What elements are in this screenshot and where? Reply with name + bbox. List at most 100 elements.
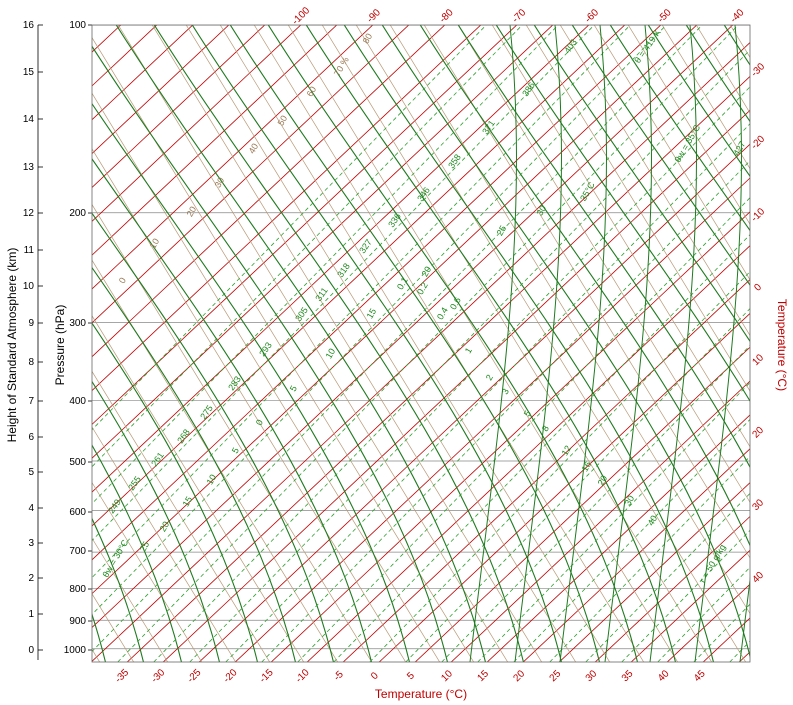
dry-adiabat-line bbox=[151, 25, 543, 662]
isotherm-label: 70 % bbox=[332, 55, 351, 78]
isotherm-line bbox=[126, 75, 750, 662]
dry-adiabat-line bbox=[423, 25, 750, 559]
isotherm-line bbox=[92, 25, 374, 290]
moist-adiabat-curve bbox=[92, 322, 258, 662]
dry-adiabat-line bbox=[92, 259, 339, 662]
isotherm-line bbox=[92, 25, 698, 595]
top-right-line-label: θw = 35°C bbox=[673, 122, 703, 164]
moist-adiabat-curve bbox=[92, 45, 448, 662]
saturation-curve bbox=[649, 25, 697, 662]
mixing-ratio-label: 16 bbox=[580, 460, 594, 474]
top-temperature-tick-label: -70 bbox=[510, 7, 528, 25]
dry-adiabat-label: 268 bbox=[175, 427, 192, 445]
isotherm-line bbox=[198, 143, 750, 662]
mixing-ratio-label: 2 bbox=[484, 373, 495, 382]
right-temperature-tick-label: 20 bbox=[750, 425, 766, 441]
right-temperature-tick-label: 40 bbox=[750, 570, 766, 586]
moist-adiabat-curve bbox=[92, 266, 296, 662]
mixing-ratio-label: 0.1 bbox=[395, 276, 410, 292]
moist-adiabat-curve bbox=[115, 25, 486, 662]
top-temperature-tick-label: -90 bbox=[365, 7, 383, 25]
bottom-temperature-tick-label: 25 bbox=[548, 668, 564, 684]
mixing-ratio-label: 12 bbox=[560, 444, 574, 458]
height-tick-label: 12 bbox=[23, 208, 35, 219]
bottom-temperature-tick-label: 45 bbox=[692, 668, 708, 684]
right-temperature-tick-label: -20 bbox=[749, 133, 767, 151]
mixing-ratio-label: 30 bbox=[623, 494, 637, 508]
height-tick-label: 4 bbox=[28, 503, 34, 514]
dry-adiabat-line bbox=[559, 25, 750, 337]
isotherm-line bbox=[92, 25, 518, 425]
mixing-ratio-line bbox=[92, 25, 703, 653]
dry-adiabat-line bbox=[92, 92, 441, 662]
pressure-tick-label: 900 bbox=[69, 616, 86, 627]
dry-adiabat-line bbox=[321, 25, 713, 662]
moist-adiabat-label: 5 bbox=[288, 384, 299, 393]
isotherm-line bbox=[92, 25, 302, 222]
pressure-tick-label: 100 bbox=[69, 20, 86, 31]
mixing-ratio-line bbox=[92, 25, 667, 616]
right-temperature-tick-label: 30 bbox=[750, 497, 766, 513]
dry-adiabat-line bbox=[92, 37, 475, 662]
pressure-tick-label: 300 bbox=[69, 318, 86, 329]
mixing-ratio-label: 40 bbox=[646, 514, 660, 528]
moist-adiabat-curve bbox=[647, 25, 750, 178]
mixing-ratio-label: 1 bbox=[463, 346, 474, 355]
isotherm-line bbox=[92, 25, 626, 527]
mixing-ratio-label: 0.2 bbox=[415, 281, 430, 297]
moist-adiabat-curve bbox=[191, 25, 562, 662]
mixing-ratio-label: 20 bbox=[596, 474, 610, 488]
moist-adiabat-label: 10 bbox=[324, 347, 338, 361]
isotherm-label: 60 bbox=[305, 85, 319, 99]
moist-adiabat-curve bbox=[343, 25, 714, 662]
moist-adiabat-curve bbox=[381, 25, 750, 659]
moist-adiabat-label: 20 bbox=[158, 520, 172, 534]
mixing-ratio-line bbox=[92, 25, 559, 505]
isotherm-line bbox=[378, 312, 750, 662]
right-temperature-tick-label: 10 bbox=[750, 352, 766, 368]
moist-adiabat-label: 15 bbox=[181, 495, 195, 509]
moist-adiabat-curve bbox=[229, 25, 600, 662]
height-tick-label: 8 bbox=[28, 357, 34, 368]
moist-adiabat-label: 15 bbox=[365, 307, 379, 321]
isotherm-line bbox=[92, 25, 590, 493]
dry-adiabat-label: 255 bbox=[126, 474, 143, 492]
moist-adiabat-curve bbox=[153, 25, 524, 662]
dry-adiabat-line bbox=[92, 148, 407, 662]
top-temperature-tick-label: -60 bbox=[583, 7, 601, 25]
pressure-tick-label: 800 bbox=[69, 584, 86, 595]
dry-adiabat-line bbox=[525, 25, 750, 392]
moist-adiabat-curve bbox=[267, 25, 638, 662]
mixing-ratio-label: 0.6 bbox=[448, 296, 463, 312]
mixing-ratio-line bbox=[117, 25, 739, 662]
mixing-ratio-line bbox=[261, 160, 750, 662]
pressure-axis-title: Pressure (hPa) bbox=[53, 305, 67, 386]
moist-adiabat-curve bbox=[533, 25, 750, 343]
isotherm-line bbox=[666, 583, 750, 662]
height-tick-label: 11 bbox=[24, 245, 35, 256]
bottom-temperature-tick-label: 20 bbox=[512, 668, 528, 684]
height-tick-label: 13 bbox=[23, 162, 35, 173]
plot-frame bbox=[91, 24, 751, 663]
dry-adiabat-line bbox=[92, 481, 203, 662]
isotherm-line bbox=[92, 25, 266, 188]
isotherm-line bbox=[234, 177, 750, 662]
height-tick-label: 1 bbox=[28, 609, 34, 620]
bottom-temperature-tick-label: -10 bbox=[294, 667, 312, 685]
mixing-ratio-line bbox=[92, 25, 523, 468]
bottom-temperature-tick-label: 0 bbox=[369, 670, 381, 682]
pressure-tick-label: 500 bbox=[69, 457, 86, 468]
right-temperature-tick-label: -10 bbox=[749, 206, 767, 224]
moist-adiabat-curve bbox=[495, 25, 750, 403]
isotherm-label: 20 bbox=[185, 205, 199, 219]
height-tick-label: 7 bbox=[28, 396, 34, 407]
height-tick-label: 5 bbox=[28, 467, 34, 478]
pressure-tick-label: 1000 bbox=[64, 645, 87, 656]
isotherm-label: 0 bbox=[117, 276, 128, 285]
moist-adiabat-label: 0 bbox=[254, 418, 265, 427]
isotherm-line bbox=[92, 25, 662, 561]
moist-adiabat-curve bbox=[571, 25, 750, 286]
isotherm-line bbox=[414, 346, 750, 662]
isotherm-line bbox=[92, 25, 158, 87]
